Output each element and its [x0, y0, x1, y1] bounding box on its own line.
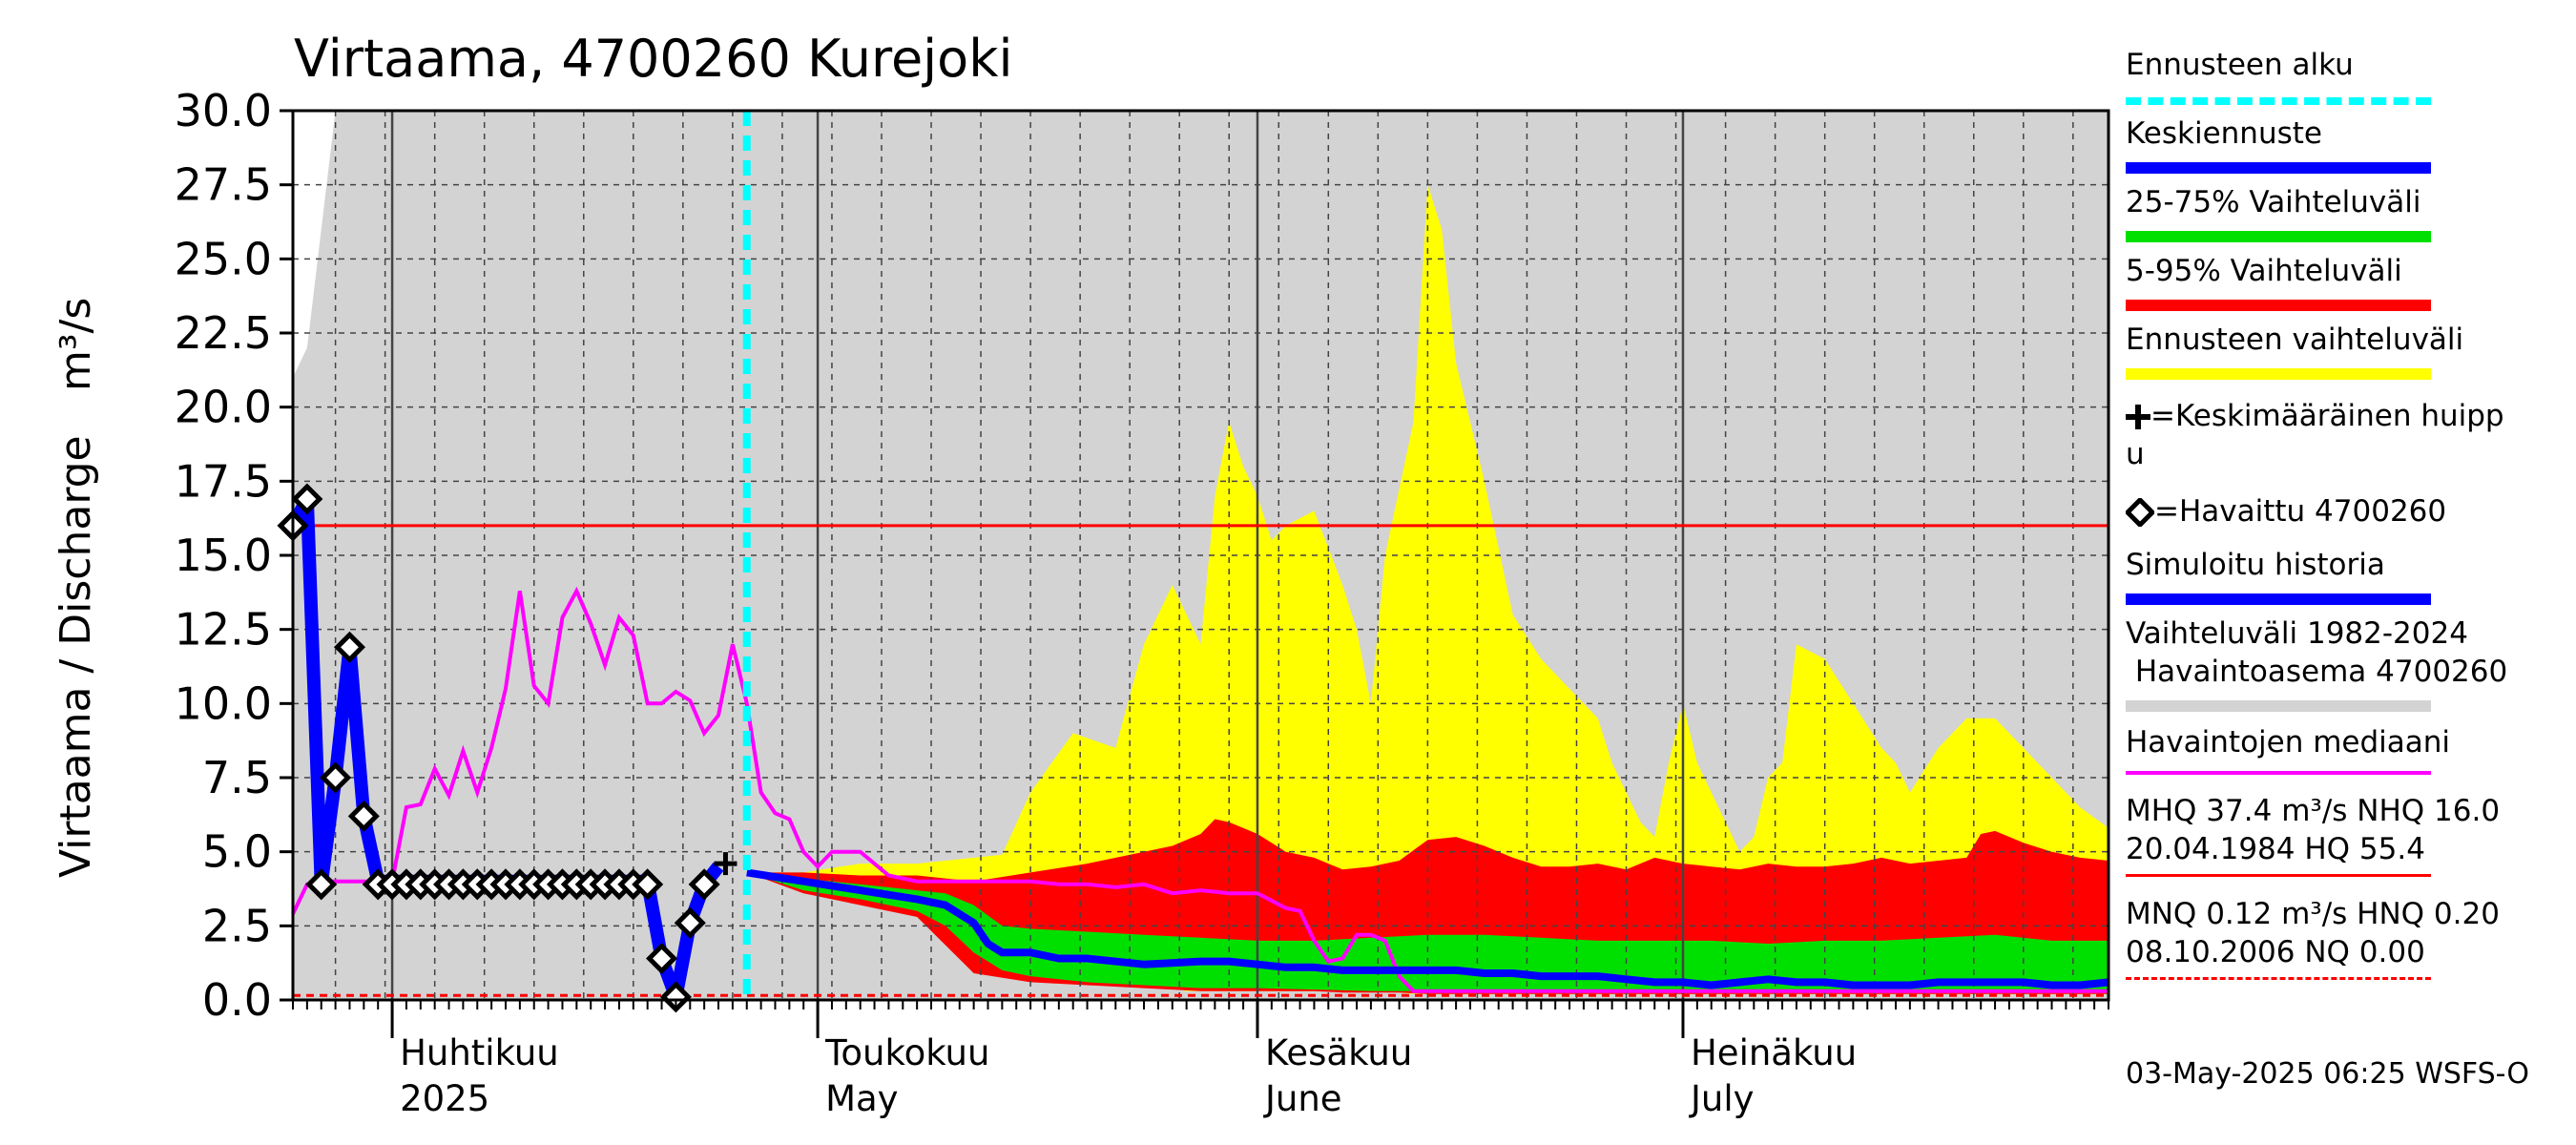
chart-grid: [293, 111, 2109, 1000]
legend-label-2: 08.10.2006 NQ 0.00: [2126, 935, 2425, 969]
month-label-top: Huhtikuu: [400, 1032, 559, 1073]
month-label-bottom: June: [1263, 1078, 1342, 1119]
y-tick-label: 27.5: [175, 159, 272, 211]
median-line: [291, 586, 2109, 993]
plus-icon: [2126, 405, 2150, 429]
y-tick-label: 10.0: [175, 677, 272, 729]
chart-markers: [277, 483, 737, 1013]
observed-point: [347, 800, 380, 832]
legend-label: MNQ 0.12 m³/s HNQ 0.20: [2126, 897, 2500, 931]
legend-swatch: [2126, 977, 2431, 980]
chart-title: Virtaama, 4700260 Kurejoki: [294, 29, 1013, 89]
observed-point: [646, 942, 678, 975]
legend-label-2: Havaintoasema 4700260: [2126, 655, 2508, 689]
observed-point: [674, 906, 706, 939]
month-label-top: Heinäkuu: [1691, 1032, 1857, 1073]
y-tick-label: 5.0: [202, 826, 272, 878]
y-tick-label: 15.0: [175, 530, 272, 581]
legend-label: Vaihteluväli 1982-2024: [2126, 616, 2468, 651]
y-tick-label: 0.0: [202, 974, 272, 1026]
y-axis-title: Virtaama / Discharge: [52, 435, 100, 878]
legend-label: Havaintojen mediaani: [2126, 725, 2451, 760]
legend-swatch: [2126, 97, 2431, 105]
y-tick-label: 2.5: [202, 900, 272, 951]
legend-swatch: [2126, 771, 2431, 775]
month-label-bottom: 2025: [400, 1078, 489, 1119]
legend-label: MHQ 37.4 m³/s NHQ 16.0: [2126, 794, 2501, 828]
legend-swatch: [2126, 368, 2431, 380]
legend-swatch: [2126, 300, 2431, 311]
observed-point: [320, 761, 352, 794]
legend-label: Keskiennuste: [2126, 116, 2322, 151]
observed-point: [688, 868, 720, 901]
month-label-bottom: July: [1689, 1078, 1755, 1119]
month-label-top: Kesäkuu: [1265, 1032, 1412, 1073]
legend-label: Simuloitu historia: [2126, 548, 2385, 582]
y-tick-label: 12.5: [175, 604, 272, 656]
month-label-top: Toukokuu: [824, 1032, 989, 1073]
observed-point: [305, 868, 338, 901]
range-25-75-band: [746, 872, 2109, 993]
y-tick-label: 25.0: [175, 233, 272, 284]
y-tick-label: 7.5: [202, 752, 272, 803]
month-label-bottom: May: [825, 1078, 899, 1119]
legend-swatch: [2126, 231, 2431, 242]
timestamp: 03-May-2025 06:25 WSFS-O: [2126, 1057, 2529, 1091]
chart-axes: 0.0 2.5 5.0 7.5 10.0 12.5 15.0 17.5 20.0 22.5 25.0…: [175, 85, 2110, 1119]
legend-label: =Keskimääräinen huipp: [2150, 399, 2504, 433]
observed-point: [333, 631, 366, 663]
legend-label: 5-95% Vaihteluväli: [2126, 254, 2402, 288]
legend-label: =Havaittu 4700260: [2154, 494, 2447, 529]
y-axis-unit: m³/s: [52, 297, 100, 391]
observed-point: [291, 483, 323, 515]
observed-point: [632, 868, 664, 901]
legend-swatch: [2126, 593, 2431, 605]
y-tick-label: 22.5: [175, 307, 272, 359]
mean-forecast-line: [746, 868, 2109, 989]
y-tick-label: 20.0: [175, 382, 272, 433]
diamond-icon: [2126, 498, 2154, 527]
legend-label-cont: u: [2126, 437, 2145, 471]
y-tick-label: 30.0: [175, 85, 272, 136]
forecast-range-band: [746, 184, 2109, 994]
legend-swatch: [2126, 700, 2431, 712]
legend-swatch: [2126, 162, 2431, 174]
legend-label: Ennusteen vaihteluväli: [2126, 323, 2464, 357]
legend-label: Ennusteen alku: [2126, 48, 2354, 82]
legend-swatch: [2126, 874, 2431, 877]
legend-label: 25-75% Vaihteluväli: [2126, 185, 2421, 219]
y-tick-label: 17.5: [175, 455, 272, 507]
legend-label-2: 20.04.1984 HQ 55.4: [2126, 832, 2425, 866]
